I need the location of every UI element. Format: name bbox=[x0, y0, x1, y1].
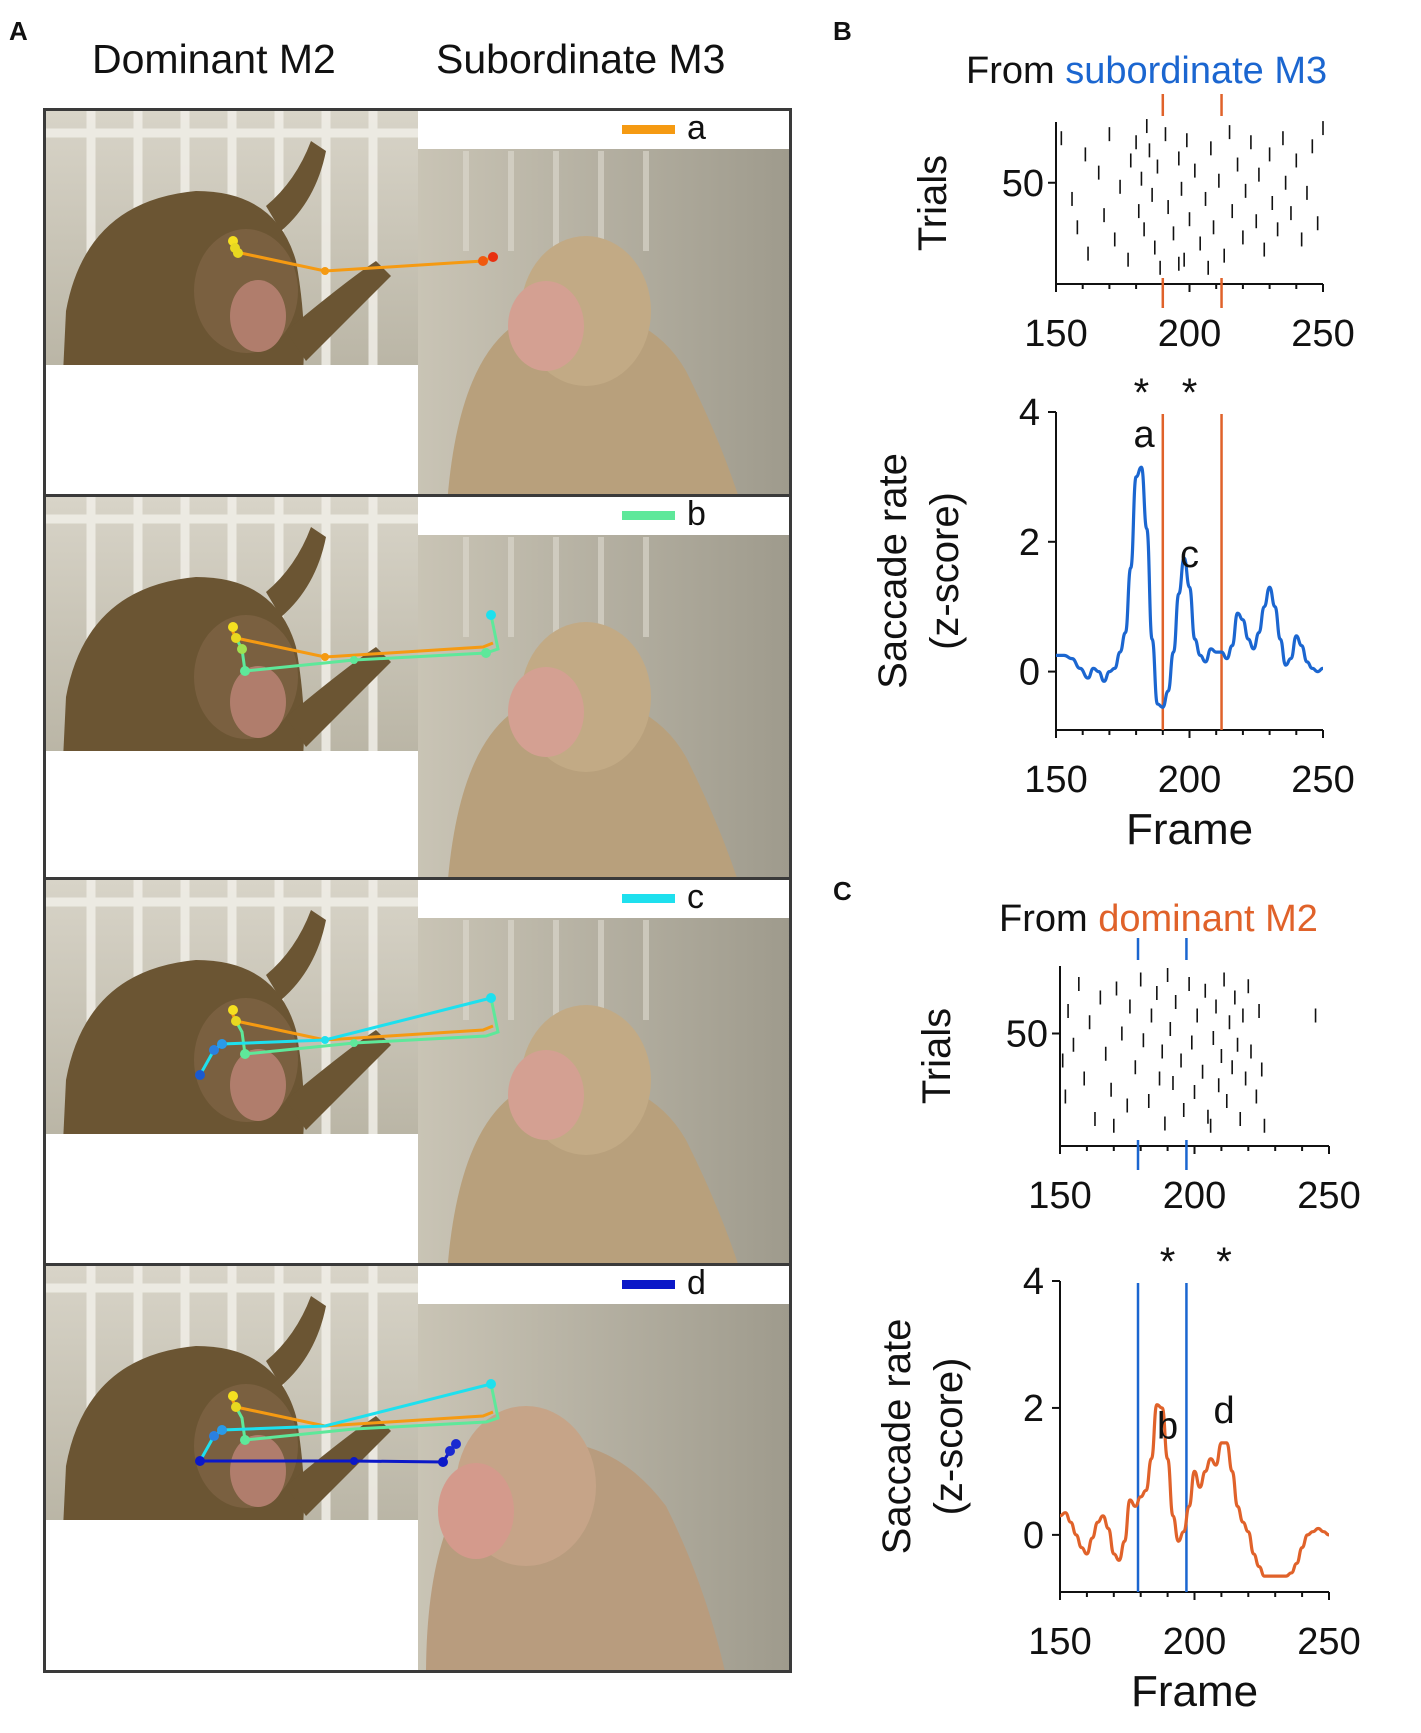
photo-panel-b: b bbox=[43, 494, 792, 904]
legend-label-b: b bbox=[687, 495, 706, 533]
b-rate-y-tick-label: 4 bbox=[1019, 392, 1040, 434]
b-rate-significance-star: * bbox=[1182, 371, 1198, 415]
panel-label-c: C bbox=[833, 876, 852, 906]
photo-panel-c: c bbox=[43, 877, 792, 1287]
c-rate-y-label-line2: (z-score) bbox=[927, 1358, 971, 1516]
c-rate-peak-label: b bbox=[1157, 1406, 1178, 1448]
c-rate-x-tick-label: 150 bbox=[1028, 1621, 1091, 1663]
gaze-traces-b bbox=[228, 610, 500, 676]
b-rate-y-label-line2: (z-score) bbox=[923, 492, 967, 650]
b-raster-x-tick-label: 250 bbox=[1291, 313, 1354, 355]
legend-swatch-d bbox=[622, 1280, 675, 1289]
legend-swatch-b bbox=[622, 511, 675, 520]
photo-scene-c bbox=[46, 880, 789, 1284]
chart-title-c-prefix: From bbox=[999, 898, 1099, 940]
c-rate-significance-star: * bbox=[1160, 1240, 1176, 1284]
b-rate-x-tick-label: 200 bbox=[1158, 759, 1221, 801]
photo-panel-a: a bbox=[43, 108, 792, 518]
c-rate-x-tick-label: 250 bbox=[1297, 1621, 1360, 1663]
panel-label-a: A bbox=[9, 16, 28, 46]
b-raster-y-tick-label: 50 bbox=[1002, 163, 1044, 205]
b-rate-x-label: Frame bbox=[1126, 805, 1253, 854]
gaze-traces-c bbox=[195, 993, 500, 1080]
b-rate-y-label-line1: Saccade rate bbox=[871, 453, 915, 689]
photo-scene-a bbox=[46, 111, 789, 515]
photo-panel-d: d bbox=[43, 1263, 792, 1673]
b-rate-rate-line bbox=[1056, 465, 1324, 709]
chart-title-b-prefix: From bbox=[966, 50, 1066, 92]
c-rate-x-tick-label: 200 bbox=[1163, 1621, 1226, 1663]
b-raster-x-tick-label: 200 bbox=[1158, 313, 1221, 355]
c-raster-y-label: Trials bbox=[915, 1008, 959, 1104]
c-rate-x-label: Frame bbox=[1131, 1667, 1258, 1716]
subordinate-column-title: Subordinate M3 bbox=[436, 36, 726, 82]
b-raster-x-tick-label: 150 bbox=[1024, 313, 1087, 355]
b-rate-y-tick-label: 0 bbox=[1019, 652, 1040, 694]
c-rate-rate-line bbox=[1059, 1403, 1330, 1578]
c-rate-y-label-line1: Saccade rate bbox=[875, 1319, 919, 1555]
dominant-column-title: Dominant M2 bbox=[92, 36, 336, 82]
gaze-traces-a bbox=[228, 236, 498, 275]
chart-title-c-highlight: dominant M2 bbox=[1098, 898, 1318, 940]
b-rate-peak-label: a bbox=[1134, 414, 1156, 456]
legend-label-d: d bbox=[687, 1264, 706, 1302]
legend-label-a: a bbox=[687, 109, 706, 147]
chart-title-b-highlight: subordinate M3 bbox=[1065, 50, 1328, 92]
c-rate-y-tick-label: 2 bbox=[1023, 1388, 1044, 1430]
c-rate-peak-label: d bbox=[1214, 1390, 1235, 1432]
b-rate-y-tick-label: 2 bbox=[1019, 522, 1040, 564]
b-rate-significance-star: * bbox=[1134, 371, 1150, 415]
c-rate-y-tick-label: 0 bbox=[1023, 1515, 1044, 1557]
b-rate-peak-label: c bbox=[1180, 534, 1199, 576]
legend-swatch-a bbox=[622, 125, 675, 134]
legend-label-c: c bbox=[687, 878, 704, 916]
b-rate-x-tick-label: 250 bbox=[1291, 759, 1354, 801]
c-raster-y-tick-label: 50 bbox=[1006, 1014, 1048, 1056]
photo-scene-d bbox=[46, 1266, 789, 1670]
panel-label-b: B bbox=[833, 16, 852, 46]
c-raster-x-tick-label: 250 bbox=[1297, 1175, 1360, 1217]
c-rate-y-tick-label: 4 bbox=[1023, 1261, 1044, 1303]
chart-title-c: From dominant M2 bbox=[999, 898, 1318, 941]
photo-scene-b bbox=[46, 497, 789, 901]
c-raster-x-tick-label: 150 bbox=[1028, 1175, 1091, 1217]
b-rate-x-tick-label: 150 bbox=[1024, 759, 1087, 801]
c-rate-significance-star: * bbox=[1216, 1240, 1232, 1284]
gaze-traces-d bbox=[195, 1379, 500, 1467]
b-raster-y-label: Trials bbox=[911, 155, 955, 251]
legend-swatch-c bbox=[622, 894, 675, 903]
chart-title-b: From subordinate M3 bbox=[966, 50, 1327, 93]
c-raster-x-tick-label: 200 bbox=[1163, 1175, 1226, 1217]
